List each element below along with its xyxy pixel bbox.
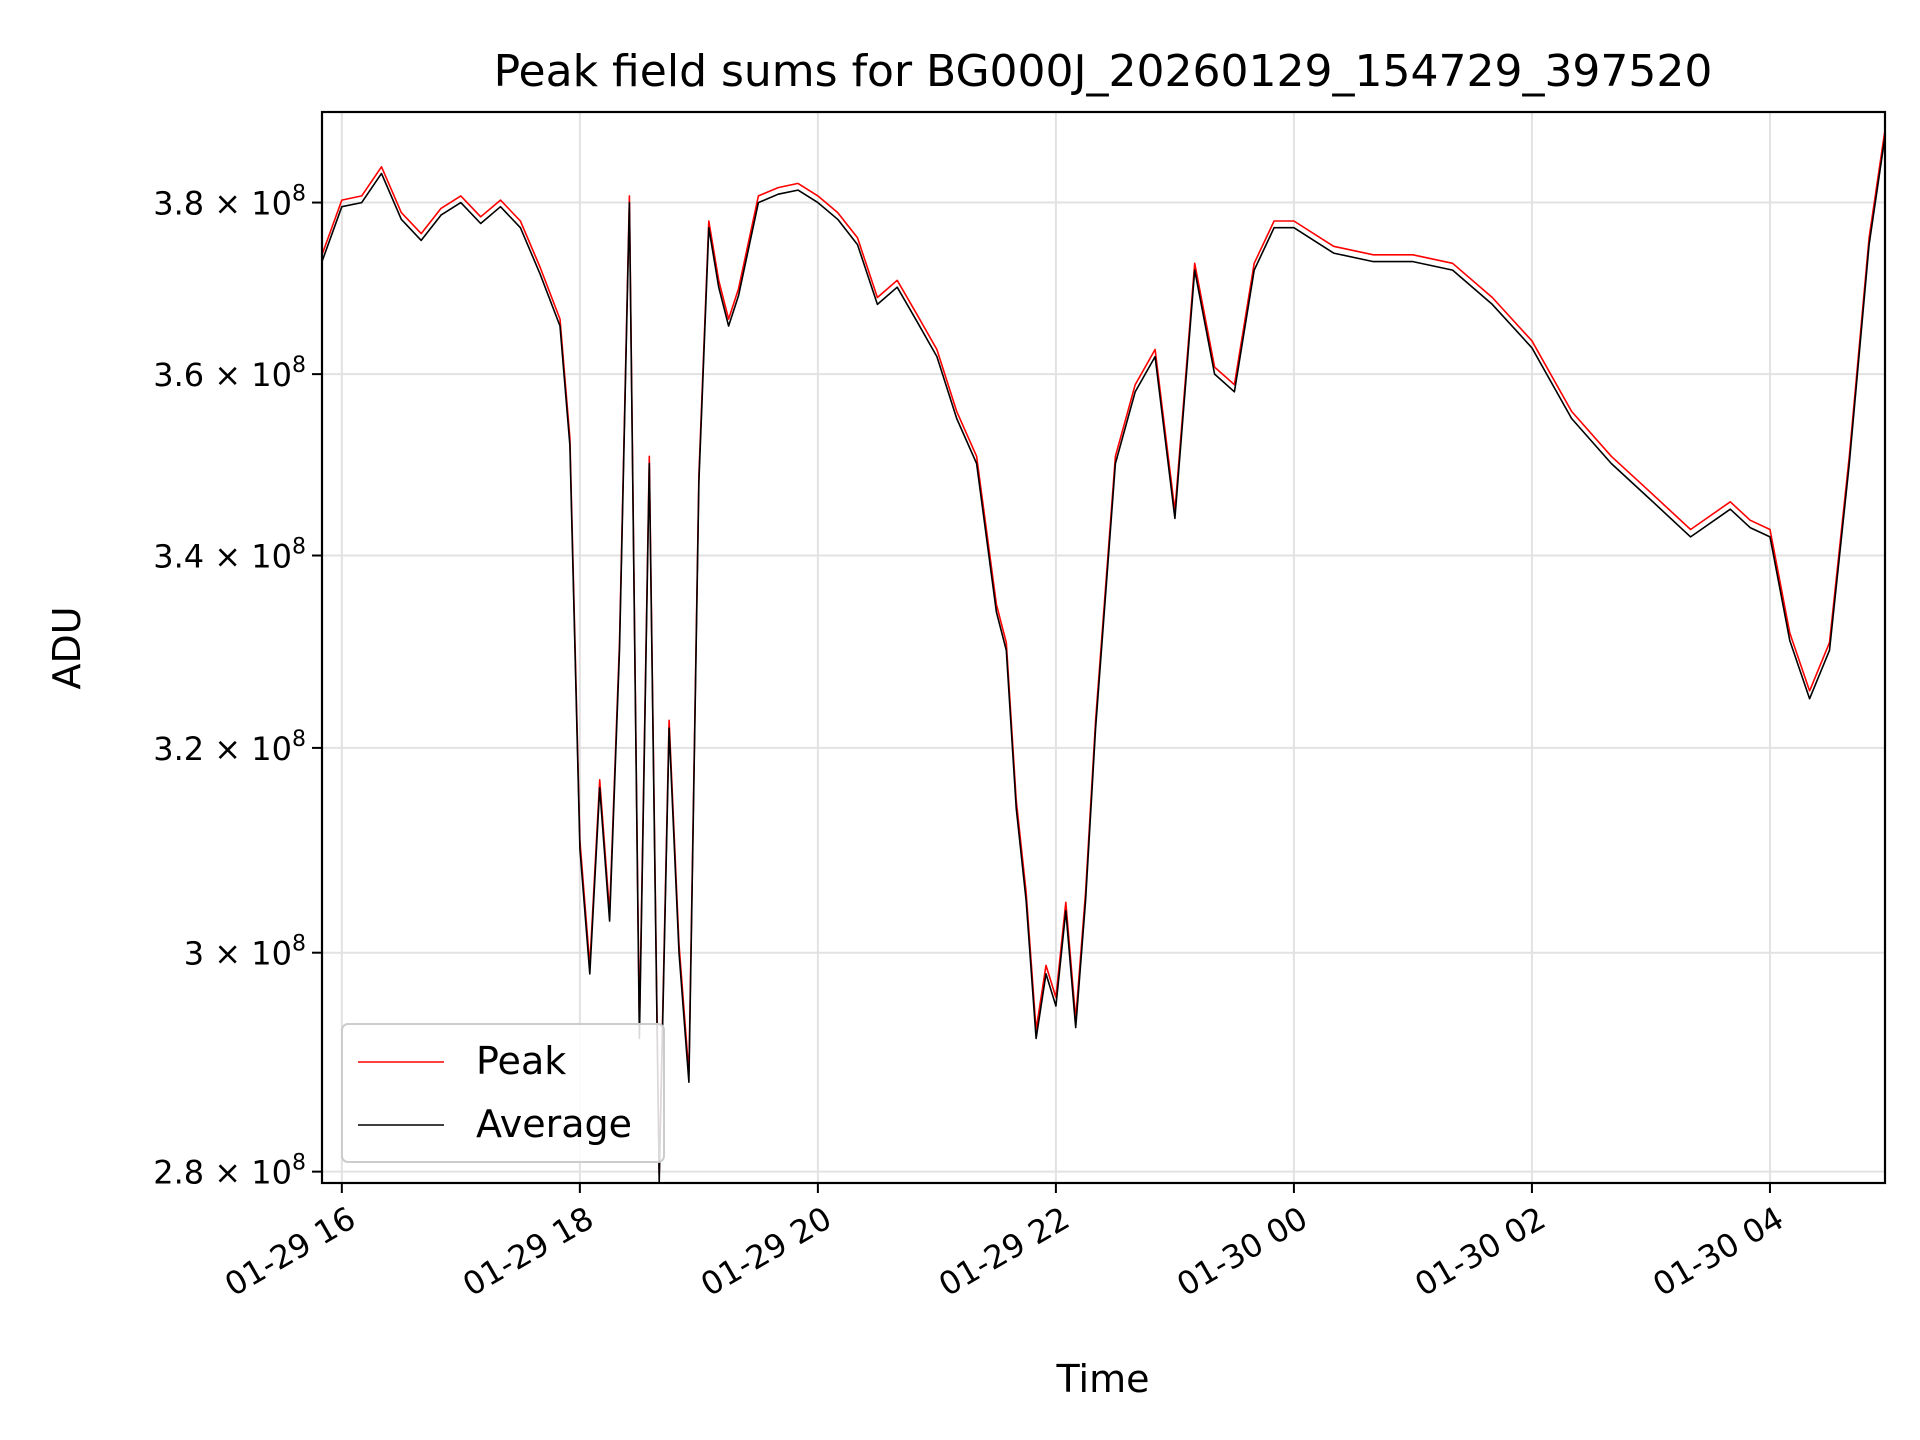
grid [322, 112, 1885, 1183]
y-tick-exponent: 8 [292, 932, 306, 957]
y-axis-label: ADU [45, 606, 89, 689]
legend-label-average: Average [476, 1102, 632, 1146]
y-tick-exponent: 8 [292, 353, 306, 378]
y-tick-times: × [204, 538, 251, 576]
plot-frame [320, 110, 1887, 1185]
y-tick-exponent: 8 [292, 535, 306, 560]
y-tick-base: 10 [251, 538, 292, 576]
y-tick-times: × [204, 730, 251, 768]
y-tick-label: 3.4 × 108 [153, 535, 306, 576]
y-tick-mantissa: 3.2 [153, 730, 204, 768]
y-tick-label: 2.8 × 108 [153, 1151, 306, 1192]
y-tick-mantissa: 3 [184, 935, 204, 973]
y-tick-base: 10 [251, 730, 292, 768]
y-tick-mantissa: 3.8 [153, 185, 204, 223]
chart-title: Peak field sums for BG000J_20260129_1547… [494, 46, 1713, 97]
y-tick-label: 3.6 × 108 [153, 353, 306, 394]
y-tick-mantissa: 2.8 [153, 1154, 204, 1192]
y-tick-mantissa: 3.6 [153, 356, 204, 394]
y-tick-mantissa: 3.4 [153, 538, 204, 576]
y-tick-base: 10 [251, 185, 292, 223]
y-tick-times: × [204, 356, 251, 394]
y-tick-label: 3.8 × 108 [153, 182, 306, 223]
y-tick-label: 3 × 108 [184, 932, 306, 973]
y-tick-times: × [204, 185, 251, 223]
legend-box [341, 1023, 665, 1163]
y-tick-exponent: 8 [292, 182, 306, 207]
y-tick-label: 3.2 × 108 [153, 727, 306, 768]
y-tick-base: 10 [251, 935, 292, 973]
y-tick-base: 10 [251, 356, 292, 394]
y-tick-times: × [204, 935, 251, 973]
series-lines [321, 129, 1886, 1184]
y-tick-base: 10 [251, 1154, 292, 1192]
series-line-average [321, 136, 1886, 1184]
y-tick-times: × [204, 1154, 251, 1192]
y-tick-exponent: 8 [292, 727, 306, 752]
legend-label-peak: Peak [476, 1039, 566, 1083]
x-axis-label: Time [1056, 1357, 1150, 1401]
y-tick-exponent: 8 [292, 1151, 306, 1176]
legend: Peak Average [341, 1023, 665, 1163]
